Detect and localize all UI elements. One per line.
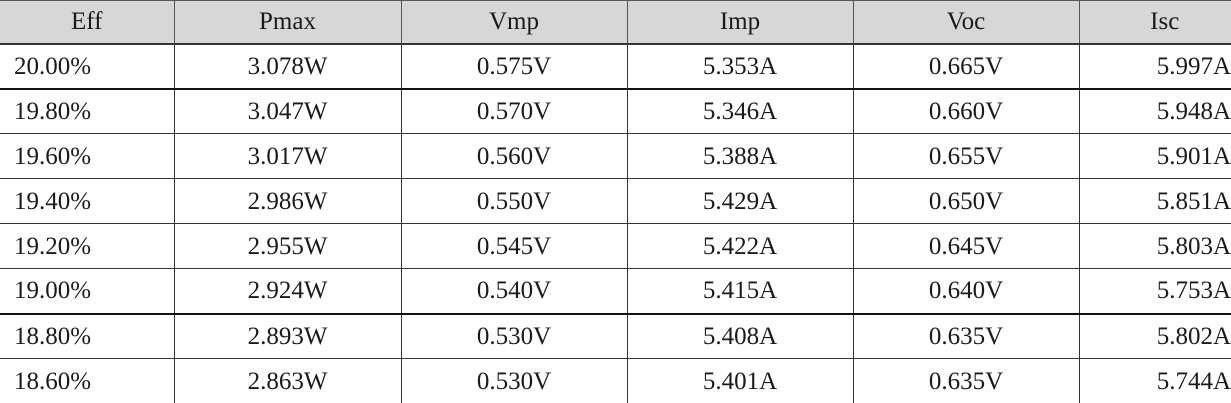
cell-voc: 0.635V <box>852 313 1079 359</box>
cell-pmax: 2.863W <box>173 358 401 403</box>
cell-imp: 5.346A <box>626 88 853 134</box>
cell-vmp: 0.530V <box>400 313 627 359</box>
cell-vmp: 0.545V <box>400 223 627 269</box>
table-row: 18.60% 2.863W 0.530V 5.401A 0.635V 5.744A <box>0 358 1231 403</box>
cell-eff: 19.20% <box>0 223 174 269</box>
table-row: 20.00% 3.078W 0.575V 5.353A 0.665V 5.997A <box>0 43 1231 90</box>
table-body: 20.00% 3.078W 0.575V 5.353A 0.665V 5.997A 19.8… <box>0 43 1231 403</box>
cell-eff: 19.40% <box>0 178 174 224</box>
cell-isc: 5.744A <box>1078 358 1231 403</box>
cell-isc: 5.753A <box>1078 268 1231 315</box>
cell-eff: 18.60% <box>0 358 174 403</box>
cell-imp: 5.353A <box>626 43 853 90</box>
cell-pmax: 2.924W <box>173 268 401 315</box>
table-row: 18.80% 2.893W 0.530V 5.408A 0.635V 5.802A <box>0 313 1231 359</box>
cell-imp: 5.408A <box>626 313 853 359</box>
cell-eff: 20.00% <box>0 43 174 90</box>
cell-imp: 5.415A <box>626 268 853 315</box>
cell-pmax: 3.047W <box>173 88 401 134</box>
cell-pmax: 3.017W <box>173 133 401 179</box>
cell-vmp: 0.575V <box>400 43 627 90</box>
cell-eff: 18.80% <box>0 313 174 359</box>
cell-vmp: 0.550V <box>400 178 627 224</box>
cell-imp: 5.401A <box>626 358 853 403</box>
cell-imp: 5.388A <box>626 133 853 179</box>
table-row: 19.40% 2.986W 0.550V 5.429A 0.650V 5.851A <box>0 178 1231 224</box>
table-row: 19.00% 2.924W 0.540V 5.415A 0.640V 5.753A <box>0 268 1231 315</box>
cell-voc: 0.640V <box>852 268 1079 315</box>
cell-vmp: 0.560V <box>400 133 627 179</box>
table-row: 19.20% 2.955W 0.545V 5.422A 0.645V 5.803A <box>0 223 1231 269</box>
cell-vmp: 0.570V <box>400 88 627 134</box>
cell-pmax: 2.893W <box>173 313 401 359</box>
cell-eff: 19.60% <box>0 133 174 179</box>
cell-pmax: 2.955W <box>173 223 401 269</box>
cell-vmp: 0.540V <box>400 268 627 315</box>
cell-eff: 19.00% <box>0 268 174 315</box>
cell-voc: 0.665V <box>852 43 1079 90</box>
header-eff: Eff <box>0 0 174 45</box>
table-row: 19.60% 3.017W 0.560V 5.388A 0.655V 5.901A <box>0 133 1231 179</box>
cell-voc: 0.645V <box>852 223 1079 269</box>
table-header: Eff Pmax Vmp Imp Voc Isc <box>0 0 1231 45</box>
header-voc: Voc <box>852 0 1079 45</box>
header-isc: Isc <box>1078 0 1231 45</box>
cell-isc: 5.802A <box>1078 313 1231 359</box>
header-row: Eff Pmax Vmp Imp Voc Isc <box>0 0 1231 45</box>
table-row: 19.80% 3.047W 0.570V 5.346A 0.660V 5.948A <box>0 88 1231 134</box>
cell-voc: 0.650V <box>852 178 1079 224</box>
cell-isc: 5.803A <box>1078 223 1231 269</box>
header-pmax: Pmax <box>173 0 401 45</box>
cell-vmp: 0.530V <box>400 358 627 403</box>
cell-isc: 5.851A <box>1078 178 1231 224</box>
header-vmp: Vmp <box>400 0 627 45</box>
cell-eff: 19.80% <box>0 88 174 134</box>
cell-voc: 0.655V <box>852 133 1079 179</box>
cell-isc: 5.997A <box>1078 43 1231 90</box>
cell-isc: 5.901A <box>1078 133 1231 179</box>
cell-isc: 5.948A <box>1078 88 1231 134</box>
cell-pmax: 3.078W <box>173 43 401 90</box>
cell-imp: 5.422A <box>626 223 853 269</box>
cell-imp: 5.429A <box>626 178 853 224</box>
cell-voc: 0.635V <box>852 358 1079 403</box>
cell-voc: 0.660V <box>852 88 1079 134</box>
cell-pmax: 2.986W <box>173 178 401 224</box>
header-imp: Imp <box>626 0 853 45</box>
